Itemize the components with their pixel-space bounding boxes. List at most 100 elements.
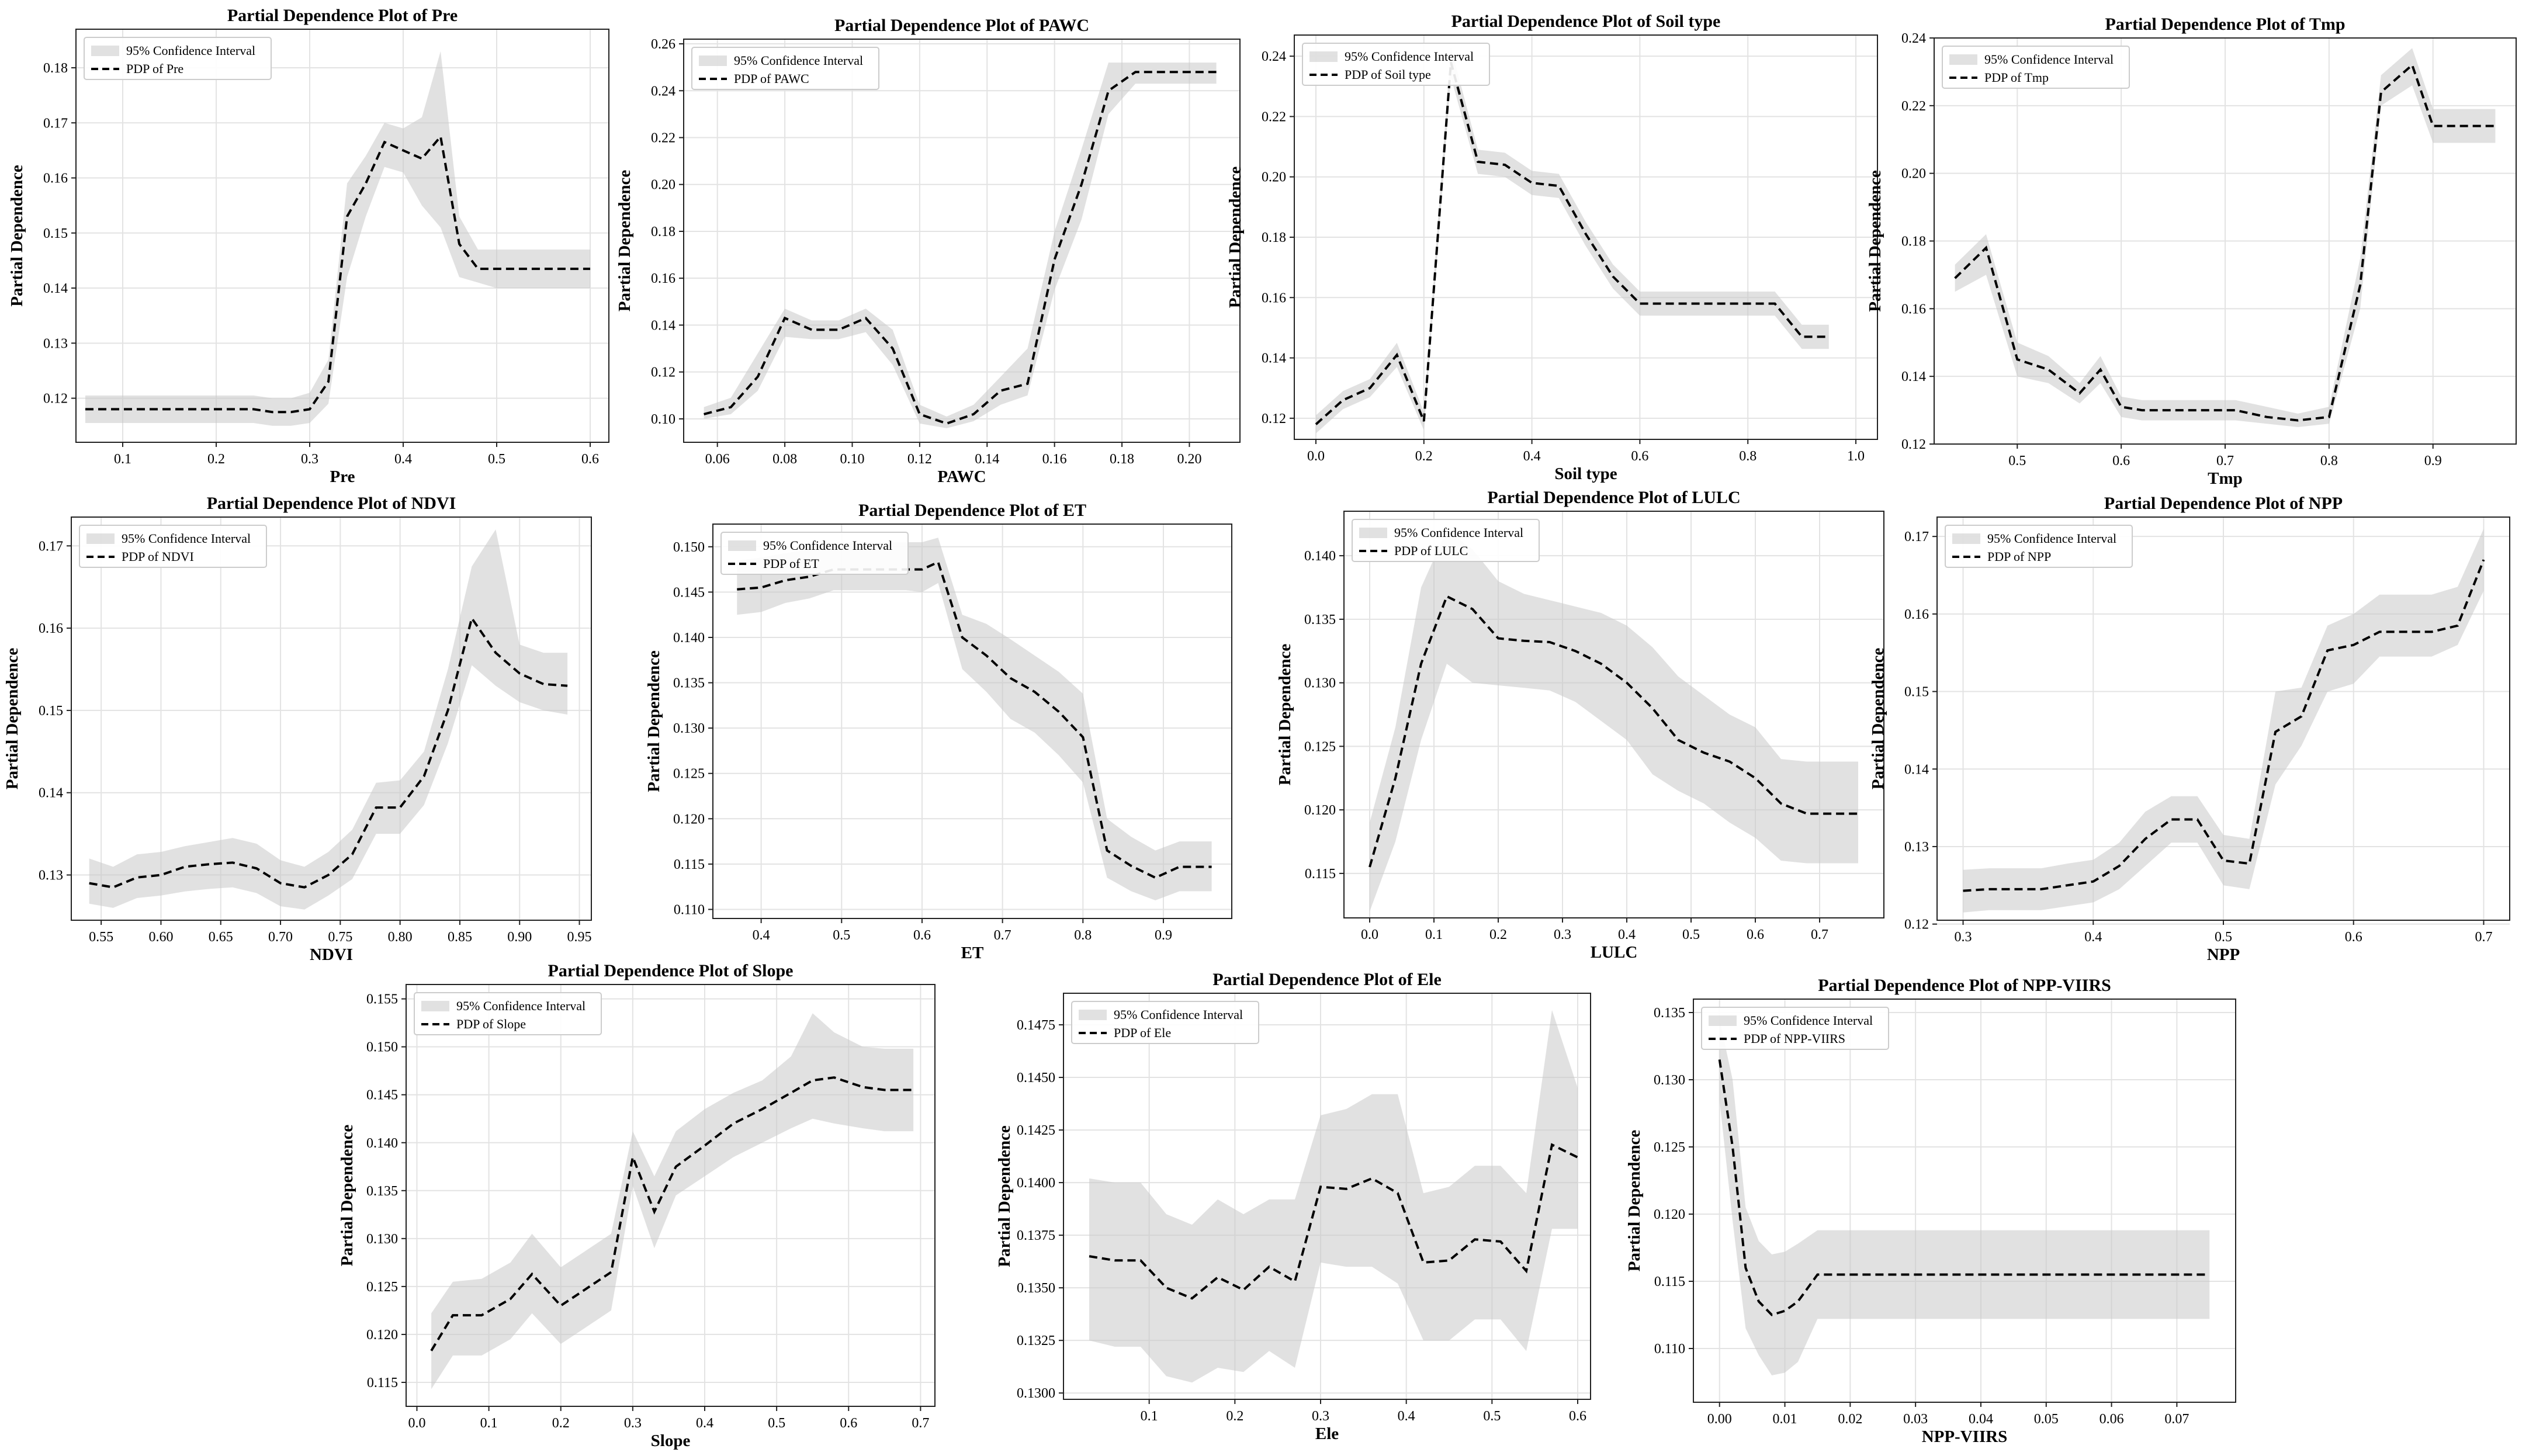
y-tick-label: 0.18 bbox=[651, 224, 675, 240]
x-tick-label: 0.07 bbox=[2164, 1412, 2189, 1427]
y-tick-label: 0.150 bbox=[366, 1040, 398, 1055]
x-tick-label: 0.01 bbox=[1773, 1412, 1797, 1427]
x-tick-label: 0.18 bbox=[1110, 452, 1134, 467]
y-tick-label: 0.115 bbox=[1654, 1274, 1685, 1289]
y-tick-label: 0.135 bbox=[1654, 1006, 1685, 1021]
chart-title: Partial Dependence Plot of Ele bbox=[1212, 970, 1442, 989]
y-tick-label: 0.16 bbox=[1904, 607, 1929, 622]
x-tick-label: 0.3 bbox=[1312, 1409, 1329, 1424]
x-tick-label: 0.16 bbox=[1042, 452, 1067, 467]
y-axis-label: Partial Dependence bbox=[338, 1125, 356, 1267]
chart-title: Partial Dependence Plot of ET bbox=[858, 501, 1086, 520]
y-tick-label: 0.24 bbox=[651, 84, 675, 99]
y-tick-label: 0.24 bbox=[1901, 31, 1926, 46]
legend-box bbox=[1302, 43, 1490, 86]
chart-title: Partial Dependence Plot of Soil type bbox=[1451, 12, 1721, 31]
y-tick-label: 0.18 bbox=[1262, 230, 1286, 245]
legend-label-ci: 95% Confidence Interval bbox=[456, 999, 586, 1013]
x-tick-label: 0.5 bbox=[1483, 1409, 1501, 1424]
x-tick-label: 0.08 bbox=[772, 452, 797, 467]
x-tick-label: 0.2 bbox=[1489, 927, 1507, 942]
x-tick-label: 0.7 bbox=[1811, 927, 1828, 942]
x-tick-label: 0.14 bbox=[975, 452, 999, 467]
chart-panel: 0.0 0.1 0.2 0.3 0.4 0.5 0.6 0.7 0.115 0.120 0.125 0… bbox=[338, 961, 936, 1450]
legend-label-pdp: PDP of Slope bbox=[456, 1017, 526, 1031]
legend-label-pdp: PDP of Tmp bbox=[1984, 70, 2049, 85]
y-tick-label: 0.115 bbox=[367, 1375, 398, 1391]
y-tick-label: 0.135 bbox=[673, 676, 705, 691]
legend: 95% Confidence Interval PDP of ET bbox=[720, 532, 909, 575]
y-tick-label: 0.20 bbox=[651, 178, 675, 193]
legend: 95% Confidence Interval PDP of PAWC bbox=[691, 47, 879, 90]
y-tick-label: 0.150 bbox=[673, 540, 705, 555]
confidence-band bbox=[1719, 1019, 2210, 1375]
x-tick-label: 0.9 bbox=[1155, 928, 1172, 943]
legend: 95% Confidence Interval PDP of Ele bbox=[1071, 1001, 1259, 1044]
x-tick-label: 0.03 bbox=[1903, 1412, 1928, 1427]
y-axis-label: Partial Dependence bbox=[1226, 167, 1245, 308]
y-tick-label: 0.20 bbox=[1262, 170, 1286, 185]
y-tick-label: 0.14 bbox=[1904, 762, 1929, 777]
y-tick-label: 0.130 bbox=[673, 721, 705, 736]
y-tick-label: 0.115 bbox=[674, 857, 705, 872]
y-tick-label: 0.110 bbox=[674, 902, 705, 917]
x-tick-label: 0.95 bbox=[567, 930, 592, 945]
legend-swatch-band bbox=[1079, 1010, 1107, 1020]
chart-panel: 0.4 0.5 0.6 0.7 0.8 0.9 0.110 0.115 0.120 0.125 0.… bbox=[645, 501, 1232, 962]
y-tick-label: 0.13 bbox=[43, 336, 68, 351]
axes-frame bbox=[406, 984, 936, 1407]
y-tick-label: 0.130 bbox=[1654, 1073, 1685, 1088]
legend: 95% Confidence Interval PDP of Slope bbox=[414, 992, 602, 1035]
x-tick-label: 0.7 bbox=[2475, 930, 2492, 945]
x-tick-label: 0.60 bbox=[148, 930, 173, 945]
legend-label-ci: 95% Confidence Interval bbox=[734, 53, 863, 68]
x-tick-label: 0.65 bbox=[209, 930, 233, 945]
x-tick-label: 0.5 bbox=[833, 928, 850, 943]
axes-frame bbox=[75, 29, 609, 443]
legend-box bbox=[691, 47, 879, 90]
legend-label-ci: 95% Confidence Interval bbox=[1394, 525, 1523, 540]
x-axis-label: Ele bbox=[1315, 1424, 1339, 1443]
chart-panel: 0.0 0.2 0.4 0.6 0.8 1.0 0.12 0.14 0.16 0.18 0.20 0.… bbox=[1226, 12, 1878, 483]
y-tick-label: 0.125 bbox=[366, 1280, 398, 1295]
x-axis-label: Tmp bbox=[2208, 469, 2243, 488]
y-tick-label: 0.1375 bbox=[1017, 1228, 1055, 1243]
y-tick-label: 0.1325 bbox=[1017, 1333, 1055, 1348]
x-tick-label: 0.4 bbox=[2084, 930, 2102, 945]
x-tick-label: 0.1 bbox=[1141, 1409, 1158, 1424]
y-tick-label: 0.17 bbox=[43, 116, 68, 131]
legend: 95% Confidence Interval PDP of NDVI bbox=[79, 525, 267, 568]
chart-title: Partial Dependence Plot of NPP-VIIRS bbox=[1818, 976, 2111, 995]
confidence-band bbox=[431, 1013, 914, 1389]
y-tick-label: 0.13 bbox=[1904, 840, 1929, 855]
chart-title: Partial Dependence Plot of NDVI bbox=[207, 494, 456, 513]
legend-swatch-band bbox=[728, 540, 756, 551]
y-axis-label: Partial Dependence bbox=[1869, 648, 1887, 790]
chart-title: Partial Dependence Plot of Pre bbox=[227, 6, 458, 25]
confidence-band bbox=[1370, 530, 1858, 912]
x-tick-label: 0.4 bbox=[394, 452, 412, 467]
y-tick-label: 0.1350 bbox=[1017, 1281, 1055, 1296]
x-tick-label: 0.4 bbox=[1398, 1409, 1415, 1424]
y-tick-label: 0.14 bbox=[651, 318, 675, 333]
confidence-band bbox=[737, 538, 1212, 900]
legend-box bbox=[79, 525, 267, 568]
y-tick-label: 0.12 bbox=[43, 391, 68, 407]
x-axis-label: LULC bbox=[1591, 943, 1638, 962]
y-tick-label: 0.12 bbox=[1904, 917, 1929, 932]
chart-title: Partial Dependence Plot of LULC bbox=[1487, 488, 1740, 507]
y-tick-label: 0.20 bbox=[1901, 167, 1926, 182]
x-tick-label: 0.5 bbox=[1682, 927, 1700, 942]
legend-label-pdp: PDP of Soil type bbox=[1345, 67, 1431, 82]
x-tick-label: 0.1 bbox=[114, 452, 131, 467]
x-tick-label: 1.0 bbox=[1847, 449, 1865, 464]
legend-label-pdp: PDP of NDVI bbox=[122, 549, 194, 564]
legend-label-ci: 95% Confidence Interval bbox=[1114, 1007, 1243, 1022]
y-tick-label: 0.12 bbox=[1901, 437, 1926, 452]
legend-box bbox=[1945, 525, 2133, 568]
x-tick-label: 0.6 bbox=[1631, 449, 1648, 464]
confidence-band bbox=[1316, 47, 1829, 434]
y-tick-label: 0.1475 bbox=[1017, 1018, 1055, 1033]
pdp-line bbox=[1089, 1143, 1578, 1300]
y-tick-label: 0.1300 bbox=[1017, 1386, 1055, 1401]
